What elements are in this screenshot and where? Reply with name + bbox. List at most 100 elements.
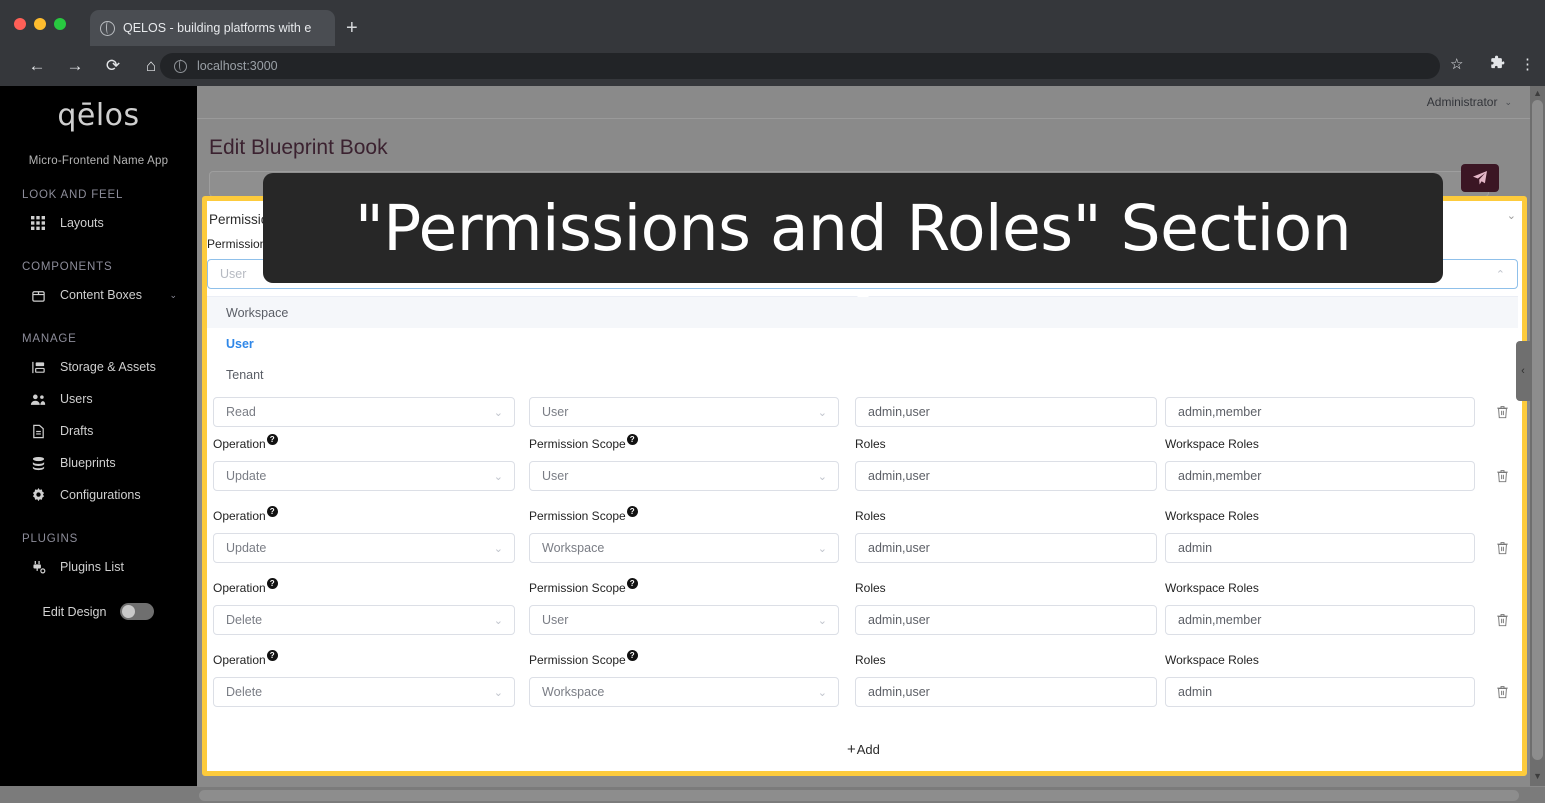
user-menu[interactable]: Administrator ⌄ bbox=[1427, 95, 1512, 109]
operation-select[interactable]: Delete ⌄ bbox=[213, 677, 515, 707]
browser-tab[interactable]: QELOS - building platforms with e bbox=[90, 10, 335, 46]
app-name-label: Micro-Frontend Name App bbox=[28, 155, 169, 167]
sidebar-item-content-boxes[interactable]: Content Boxes ⌄ bbox=[0, 279, 197, 311]
scope-value: User bbox=[542, 469, 569, 483]
workspace-roles-input[interactable]: admin,member bbox=[1165, 605, 1475, 635]
delete-row-button[interactable] bbox=[1493, 467, 1511, 485]
delete-row-button[interactable] bbox=[1493, 611, 1511, 629]
workspace-roles-input[interactable]: admin bbox=[1165, 533, 1475, 563]
sidebar-item-plugins-list[interactable]: Plugins List bbox=[0, 551, 197, 583]
help-icon[interactable]: ? bbox=[626, 650, 638, 661]
workspace-roles-value: admin,member bbox=[1178, 469, 1262, 483]
scope-select[interactable]: User ⌄ bbox=[529, 461, 839, 491]
roles-input[interactable]: admin,user bbox=[855, 605, 1157, 635]
chevron-up-icon[interactable]: ⌃ bbox=[1495, 268, 1505, 281]
workspace-roles-input[interactable]: admin bbox=[1165, 677, 1475, 707]
sidebar-item-users[interactable]: Users bbox=[0, 383, 197, 415]
minimize-window-button[interactable] bbox=[34, 18, 46, 30]
plus-icon: + bbox=[847, 741, 856, 758]
horizontal-scrollbar-thumb[interactable] bbox=[199, 790, 1519, 801]
scope-select[interactable]: Workspace ⌄ bbox=[529, 677, 839, 707]
forward-icon[interactable]: → bbox=[66, 56, 84, 75]
edit-design-control[interactable]: Edit Design bbox=[0, 603, 197, 620]
delete-row-button[interactable] bbox=[1493, 539, 1511, 557]
help-icon[interactable]: ? bbox=[626, 434, 638, 445]
roles-input[interactable]: admin,user bbox=[855, 397, 1157, 427]
vertical-scrollbar-thumb[interactable] bbox=[1532, 100, 1543, 760]
operation-label: Operation? bbox=[213, 506, 288, 523]
sidebar: qēlos Micro-Frontend Name App LOOK AND F… bbox=[0, 86, 197, 786]
browser-menu-icon[interactable]: ⋮ bbox=[1520, 56, 1535, 73]
roles-input[interactable]: admin,user bbox=[855, 677, 1157, 707]
dropdown-option-user[interactable]: User bbox=[226, 336, 254, 351]
close-window-button[interactable] bbox=[14, 18, 26, 30]
workspace-roles-input[interactable]: admin,member bbox=[1165, 461, 1475, 491]
chevron-down-icon[interactable]: ⌄ bbox=[169, 289, 177, 300]
chevron-down-icon: ⌄ bbox=[493, 470, 503, 483]
edit-design-toggle[interactable] bbox=[120, 603, 155, 620]
delete-row-button[interactable] bbox=[1493, 683, 1511, 701]
vertical-scrollbar[interactable]: ▲ ▼ bbox=[1530, 86, 1545, 786]
submit-button[interactable] bbox=[1461, 164, 1499, 192]
trash-icon bbox=[1496, 541, 1509, 555]
trash-icon bbox=[1496, 685, 1509, 699]
row-labels: Operation? Permission Scope? Roles Works… bbox=[209, 506, 1520, 529]
workspace-roles-value: admin bbox=[1178, 541, 1213, 555]
sidebar-item-label: Blueprints bbox=[60, 456, 116, 470]
help-icon[interactable]: ? bbox=[626, 578, 638, 589]
operation-label: Operation? bbox=[213, 650, 288, 667]
chevron-down-icon: ⌄ bbox=[817, 406, 827, 419]
operation-select[interactable]: Read ⌄ bbox=[213, 397, 515, 427]
scroll-up-arrow-icon[interactable]: ▲ bbox=[1533, 88, 1542, 98]
panel-collapse-chevron-icon[interactable]: ⌄ bbox=[1506, 210, 1516, 222]
extensions-puzzle-icon[interactable] bbox=[1490, 55, 1505, 70]
operation-select[interactable]: Update ⌄ bbox=[213, 461, 515, 491]
scope-select[interactable]: Workspace ⌄ bbox=[529, 533, 839, 563]
operation-select[interactable]: Update ⌄ bbox=[213, 533, 515, 563]
globe-icon bbox=[100, 20, 115, 36]
horizontal-scrollbar[interactable] bbox=[197, 786, 1545, 803]
help-icon[interactable]: ? bbox=[266, 434, 278, 445]
reload-icon[interactable]: ⟳ bbox=[105, 56, 121, 75]
sidebar-item-label: Configurations bbox=[60, 488, 141, 502]
chevron-down-icon: ⌄ bbox=[817, 470, 827, 483]
operation-value: Update bbox=[226, 469, 267, 483]
operation-select[interactable]: Delete ⌄ bbox=[213, 605, 515, 635]
panel-collapse-handle[interactable]: ‹ bbox=[1516, 341, 1530, 401]
sidebar-item-drafts[interactable]: Drafts bbox=[0, 415, 197, 447]
sidebar-item-configurations[interactable]: Configurations bbox=[0, 479, 197, 511]
delete-row-button[interactable] bbox=[1493, 403, 1511, 421]
sidebar-item-blueprints[interactable]: Blueprints bbox=[0, 447, 197, 479]
back-icon[interactable]: ← bbox=[28, 56, 46, 75]
scope-select[interactable]: User ⌄ bbox=[529, 605, 839, 635]
row-labels: Operation? Permission Scope? Roles Works… bbox=[209, 650, 1520, 673]
box-icon bbox=[30, 287, 46, 303]
roles-input[interactable]: admin,user bbox=[855, 533, 1157, 563]
database-icon bbox=[30, 455, 46, 471]
sidebar-item-layouts[interactable]: Layouts bbox=[0, 207, 197, 239]
chevron-down-icon: ⌄ bbox=[493, 406, 503, 419]
chevron-down-icon: ⌄ bbox=[817, 686, 827, 699]
workspace-roles-value: admin,member bbox=[1178, 405, 1262, 419]
dropdown-option-tenant[interactable]: Tenant bbox=[226, 367, 264, 382]
bookmark-star-icon[interactable]: ☆ bbox=[1450, 56, 1464, 73]
help-icon[interactable]: ? bbox=[266, 578, 278, 589]
scroll-down-arrow-icon[interactable]: ▼ bbox=[1533, 771, 1542, 781]
label-text: Operation bbox=[213, 581, 266, 595]
help-icon[interactable]: ? bbox=[266, 650, 278, 661]
dropdown-option-workspace[interactable]: Workspace bbox=[207, 297, 1518, 328]
new-tab-button[interactable]: + bbox=[346, 17, 358, 39]
workspace-roles-value: admin,member bbox=[1178, 613, 1262, 627]
maximize-window-button[interactable] bbox=[54, 18, 66, 30]
add-row-button[interactable]: + Add bbox=[847, 741, 880, 758]
scope-select[interactable]: User ⌄ bbox=[529, 397, 839, 427]
help-icon[interactable]: ? bbox=[626, 506, 638, 517]
app-viewport: qēlos Micro-Frontend Name App LOOK AND F… bbox=[0, 86, 1545, 803]
workspace-roles-input[interactable]: admin,member bbox=[1165, 397, 1475, 427]
address-bar[interactable]: localhost:3000 bbox=[160, 53, 1440, 79]
sidebar-item-storage-assets[interactable]: Storage & Assets bbox=[0, 351, 197, 383]
roles-input[interactable]: admin,user bbox=[855, 461, 1157, 491]
home-icon[interactable]: ⌂ bbox=[145, 56, 157, 75]
label-text: Operation bbox=[213, 509, 266, 523]
help-icon[interactable]: ? bbox=[266, 506, 278, 517]
